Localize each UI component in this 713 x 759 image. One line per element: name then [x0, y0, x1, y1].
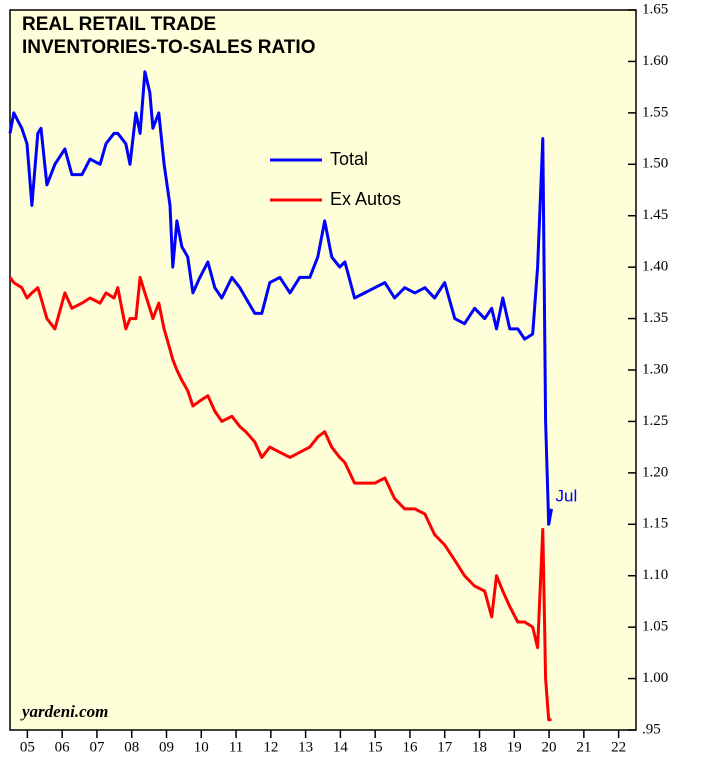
x-tick-label: 16 — [402, 739, 418, 755]
y-tick-label: 1.60 — [642, 53, 668, 69]
x-tick-label: 10 — [194, 739, 209, 755]
y-tick-label: 1.65 — [642, 1, 668, 17]
x-tick-label: 11 — [229, 739, 243, 755]
y-tick-label: 1.10 — [642, 567, 668, 583]
y-tick-label: 1.55 — [642, 104, 668, 120]
line-series — [8, 275, 552, 722]
x-tick-label: 14 — [333, 739, 349, 755]
y-tick-label: 1.35 — [642, 310, 668, 326]
y-tick-label: 1.25 — [642, 413, 668, 429]
y-tick-label: 1.30 — [642, 361, 668, 377]
watermark: yardeni.com — [20, 702, 108, 721]
x-tick-label: 20 — [542, 739, 557, 755]
x-tick-label: 08 — [124, 739, 139, 755]
y-tick-label: 1.50 — [642, 156, 668, 172]
x-tick-label: 21 — [576, 739, 591, 755]
x-tick-label: 18 — [472, 739, 487, 755]
x-tick-label: 05 — [20, 739, 35, 755]
y-tick-label: .95 — [642, 721, 661, 737]
y-tick-label: 1.00 — [642, 670, 668, 686]
plot-area — [9, 9, 637, 731]
x-tick-label: 07 — [89, 739, 105, 755]
x-tick-label: 09 — [159, 739, 174, 755]
line-series — [8, 70, 553, 526]
x-tick-label: 06 — [55, 739, 71, 755]
legend-label: Ex Autos — [330, 189, 401, 209]
legend-label: Total — [330, 149, 368, 169]
y-tick-label: 1.45 — [642, 207, 668, 223]
chart-title: REAL RETAIL TRADE — [22, 14, 216, 35]
y-tick-label: 1.40 — [642, 259, 668, 275]
y-tick-label: 1.15 — [642, 516, 668, 532]
x-tick-label: 13 — [298, 739, 313, 755]
x-tick-label: 22 — [611, 739, 626, 755]
annotation: Jul — [555, 486, 577, 505]
x-tick-label: 19 — [507, 739, 522, 755]
y-tick-label: 1.05 — [642, 619, 668, 635]
x-tick-label: 15 — [368, 739, 383, 755]
x-tick-label: 12 — [263, 739, 278, 755]
chart-subtitle: INVENTORIES-TO-SALES RATIO — [22, 37, 315, 58]
x-tick-label: 17 — [437, 739, 453, 755]
y-tick-label: 1.20 — [642, 464, 668, 480]
